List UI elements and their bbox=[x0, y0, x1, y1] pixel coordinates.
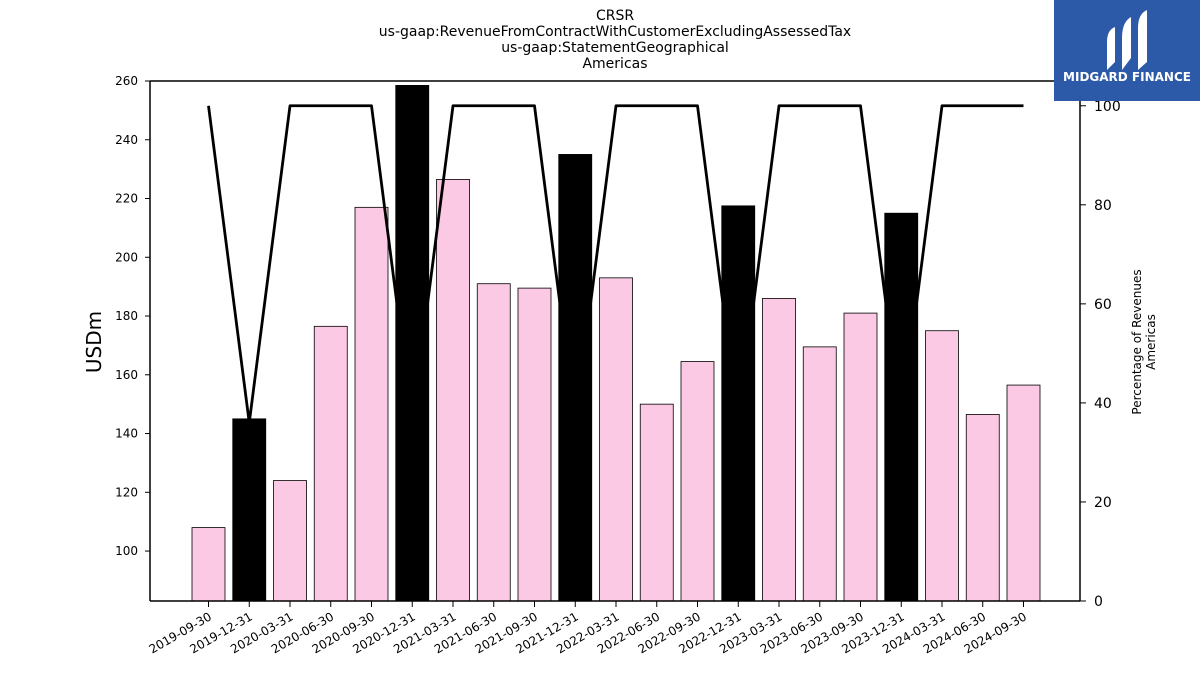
bar bbox=[843, 312, 878, 602]
bar bbox=[680, 361, 715, 602]
bar bbox=[639, 403, 674, 602]
left-tick-label: 100 bbox=[115, 544, 138, 558]
title-line: CRSR bbox=[596, 8, 634, 24]
left-axis-ticks: 100 120 140 160 180 200 220 240 260 bbox=[115, 74, 150, 558]
title-line: us-gaap:StatementGeographical bbox=[501, 40, 729, 56]
bar bbox=[476, 283, 511, 602]
bar bbox=[802, 346, 837, 602]
left-tick-label: 120 bbox=[115, 485, 138, 499]
bars bbox=[191, 85, 1041, 602]
percentage-series-line bbox=[207, 104, 1024, 425]
bar bbox=[517, 287, 552, 602]
bar bbox=[884, 212, 919, 602]
midgard-logo-icon bbox=[1107, 10, 1147, 70]
bar bbox=[273, 480, 307, 602]
midgard-finance-logo: MIDGARD FINANCE bbox=[1054, 0, 1200, 101]
right-axis-ticks: 0 20 40 60 80 100 bbox=[1080, 99, 1121, 610]
left-tick-label: 200 bbox=[115, 250, 138, 264]
bar bbox=[599, 277, 633, 602]
bar bbox=[313, 325, 348, 602]
percentage-line bbox=[207, 104, 1024, 425]
y-axis-label-right: Percentage of Revenues Americas bbox=[1130, 269, 1158, 414]
x-axis-ticks: 2019-09-302019-12-312020-03-312020-06-30… bbox=[147, 601, 1029, 656]
right-tick-label: 60 bbox=[1094, 297, 1112, 313]
bar bbox=[436, 179, 470, 602]
bar bbox=[762, 298, 796, 602]
bar bbox=[354, 206, 389, 602]
bar bbox=[232, 418, 267, 602]
left-tick-label: 220 bbox=[115, 192, 138, 206]
left-tick-label: 180 bbox=[115, 309, 138, 323]
bar bbox=[721, 205, 756, 602]
right-tick-label: 40 bbox=[1094, 396, 1112, 412]
right-axis-label-line: Americas bbox=[1144, 314, 1158, 370]
bar bbox=[965, 414, 1000, 602]
left-tick-label: 140 bbox=[115, 427, 138, 441]
bar bbox=[1006, 384, 1041, 602]
right-tick-label: 20 bbox=[1094, 495, 1112, 511]
y-axis-label: USDm bbox=[82, 311, 106, 373]
bar bbox=[191, 527, 226, 602]
right-axis-label-line: Percentage of Revenues bbox=[1130, 269, 1144, 414]
title-line: us-gaap:RevenueFromContractWithCustomerE… bbox=[379, 24, 851, 40]
bar bbox=[558, 154, 593, 602]
title-line: Americas bbox=[582, 56, 647, 72]
left-tick-label: 160 bbox=[115, 368, 138, 382]
left-tick-label: 260 bbox=[115, 74, 138, 88]
logo-text: MIDGARD FINANCE bbox=[1063, 70, 1191, 84]
right-tick-label: 100 bbox=[1094, 99, 1121, 115]
axes bbox=[149, 80, 1081, 602]
right-tick-label: 80 bbox=[1094, 198, 1112, 214]
left-tick-label: 240 bbox=[115, 133, 138, 147]
bar bbox=[925, 330, 959, 602]
chart-title: CRSRus-gaap:RevenueFromContractWithCusto… bbox=[379, 8, 851, 72]
right-tick-label: 0 bbox=[1094, 594, 1103, 610]
